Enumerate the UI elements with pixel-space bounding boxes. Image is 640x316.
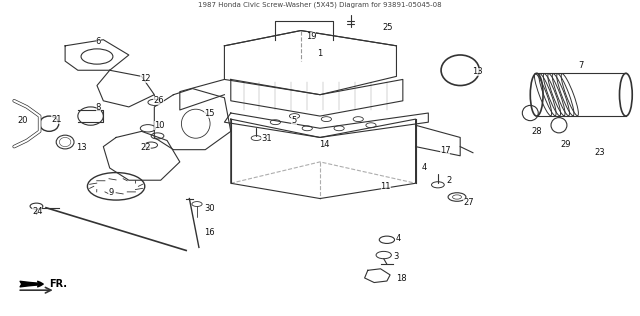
Text: 18: 18 [396,274,407,283]
Text: 12: 12 [140,74,151,83]
Text: 16: 16 [204,228,214,237]
Text: 20: 20 [17,116,28,125]
Text: 14: 14 [319,140,329,149]
Text: 6: 6 [96,37,101,46]
Text: 11: 11 [381,182,391,191]
Text: 13: 13 [472,67,483,76]
Text: 5: 5 [291,116,296,125]
Text: 28: 28 [532,127,542,137]
Text: 26: 26 [153,96,164,105]
Text: 15: 15 [204,109,214,118]
Text: 21: 21 [51,115,61,124]
Text: 31: 31 [261,134,272,143]
Text: 23: 23 [594,148,605,157]
Text: 13: 13 [77,143,87,152]
Text: FR.: FR. [49,279,67,289]
Text: 30: 30 [204,204,214,213]
Text: 19: 19 [306,32,317,41]
Text: 4: 4 [422,163,428,173]
Text: 17: 17 [440,146,451,155]
Text: 9: 9 [108,188,114,197]
Text: 1: 1 [317,49,322,58]
Text: 4: 4 [395,234,401,243]
Text: 8: 8 [96,103,101,112]
Text: 29: 29 [561,140,572,149]
Text: 2: 2 [446,176,451,185]
Text: 24: 24 [32,207,42,216]
Text: 22: 22 [140,143,151,152]
Text: 10: 10 [154,121,165,130]
Text: 7: 7 [578,61,584,70]
Text: 25: 25 [383,23,393,32]
Title: 1987 Honda Civic Screw-Washer (5X45) Diagram for 93891-05045-08: 1987 Honda Civic Screw-Washer (5X45) Dia… [198,1,442,8]
Text: 27: 27 [463,198,474,207]
Text: 3: 3 [394,252,399,261]
